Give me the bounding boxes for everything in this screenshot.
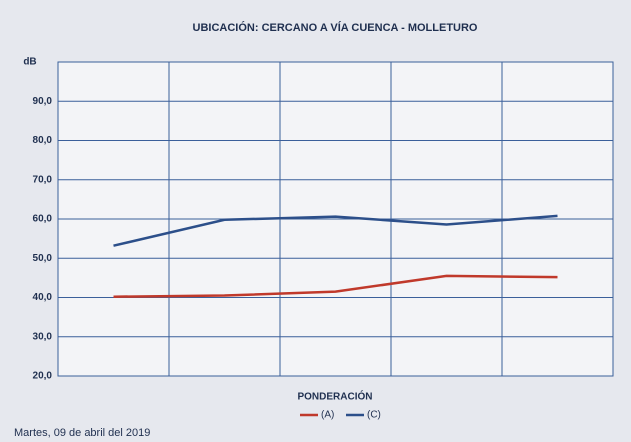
- y-tick-label: 70,0: [33, 174, 53, 185]
- legend-label: (C): [367, 410, 381, 421]
- y-tick-label: 20,0: [33, 371, 53, 382]
- y-tick-label: 50,0: [33, 253, 53, 264]
- y-axis-label: dB: [23, 57, 36, 68]
- y-tick-label: 30,0: [33, 331, 53, 342]
- y-tick-label: 90,0: [33, 96, 53, 107]
- legend-label: (A): [321, 410, 334, 421]
- y-tick-label: 40,0: [33, 292, 53, 303]
- y-tick-label: 60,0: [33, 214, 53, 225]
- y-tick-label: 80,0: [33, 135, 53, 146]
- chart-title: UBICACIÓN: CERCANO A VÍA CUENCA - MOLLET…: [193, 21, 478, 34]
- x-axis-label: PONDERACIÓN: [297, 390, 372, 403]
- footnote: Martes, 09 de abril del 2019: [14, 427, 150, 439]
- line-series: [113, 214, 558, 247]
- line-series: [113, 274, 558, 298]
